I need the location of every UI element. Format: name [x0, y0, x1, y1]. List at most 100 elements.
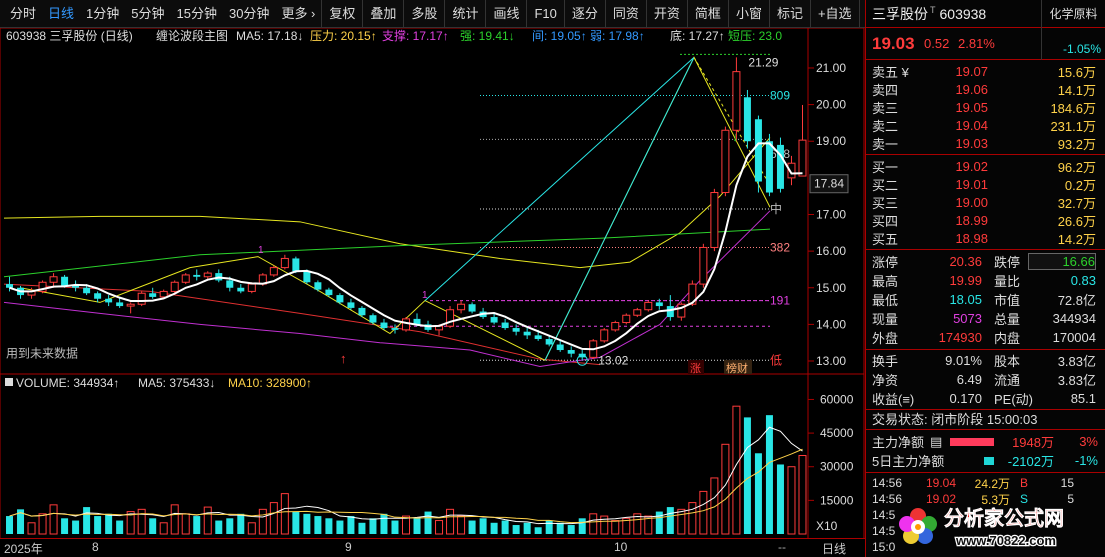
flow-table-icon[interactable]: ▤ [930, 433, 943, 449]
tick-row: 14:56 19.04 24.2万 B 15 [866, 475, 1105, 491]
period-tab-0[interactable]: 分时 [10, 5, 37, 21]
order-row[interactable]: 买一 19.02 96.2万 [866, 157, 1105, 175]
tool-button-6[interactable]: 逐分 [563, 0, 605, 28]
volume-bar [710, 477, 719, 535]
period-tab-1[interactable]: 日线 [48, 5, 75, 21]
volume-bar [83, 507, 91, 534]
volume-bar [17, 509, 25, 534]
tool-button-2[interactable]: 多股 [403, 0, 444, 28]
x-period-label[interactable]: 日线 [822, 542, 847, 556]
order-row[interactable]: 卖二 19.04 231.1万 [866, 116, 1105, 134]
tick-row: 14:5 [866, 507, 1105, 523]
volume-tick-label: 45000 [820, 426, 854, 440]
order-label: 卖一 [872, 136, 899, 152]
volume-bar [269, 502, 278, 535]
volume-ma5-line [9, 426, 803, 525]
order-row[interactable]: 卖三 19.05 184.6万 [866, 98, 1105, 116]
volume-bar [534, 527, 542, 534]
order-price: 19.07 [955, 63, 988, 79]
candle-body [226, 280, 234, 288]
legend-item: 缠论波段主图 [156, 28, 228, 43]
tick-count: 15 [1060, 476, 1074, 490]
flow-key: 5日主力净额 [872, 454, 945, 469]
tool-button-4[interactable]: 画线 [485, 0, 526, 28]
tool-button-3[interactable]: 统计 [444, 0, 485, 28]
tool-button-12[interactable]: +自选 [809, 0, 859, 28]
order-label: 买五 [872, 231, 899, 247]
order-row[interactable]: 卖一 19.03 93.2万 [866, 134, 1105, 152]
wave-point-label: 1 [422, 290, 428, 301]
period-tab-6[interactable]: 更多 › [281, 5, 316, 21]
order-price: 19.06 [955, 81, 988, 97]
price-tick-label: 19.00 [816, 134, 846, 148]
order-row[interactable]: 买五 18.98 14.2万 [866, 229, 1105, 247]
candle-body [688, 283, 697, 305]
low-marker [576, 354, 588, 366]
stat-row: 净资 6.49 流通 3.83亿 [866, 370, 1105, 389]
info-icon[interactable]: T [930, 4, 936, 15]
volume-bar [721, 443, 730, 535]
bangcai-tag-bg [724, 360, 752, 374]
tool-button-1[interactable]: 叠加 [362, 0, 403, 28]
volume-bar [699, 490, 708, 535]
order-row[interactable]: 买二 19.01 0.2万 [866, 175, 1105, 193]
period-tab-3[interactable]: 5分钟 [131, 5, 165, 21]
tick-side: B [1019, 476, 1028, 490]
legend-item: 支撑: 17.17↑ [382, 28, 449, 43]
volume-bar [94, 516, 102, 534]
legend-item: 短压: 23.0 [728, 29, 782, 43]
tool-button-9[interactable]: 简框 [686, 0, 728, 28]
candle-body [170, 281, 179, 292]
high-price-label: 21.29 [748, 55, 778, 69]
tool-button-0[interactable]: 复权 [321, 0, 362, 28]
candle-body [776, 144, 784, 189]
industry-button[interactable]: 化学原料 [1041, 0, 1105, 28]
kline-chart[interactable]: 21.00 20.00 19.00 17.00 16.00 15.00 14.00 13.00… [0, 28, 865, 540]
stat-value-2: 344934 [1052, 311, 1096, 326]
tool-button-7[interactable]: 同资 [604, 0, 646, 28]
order-price: 18.98 [955, 230, 988, 246]
volume-legend-item: MA10: 328900↑ [228, 376, 312, 390]
stat-value-2: 16.66 [1028, 253, 1096, 270]
order-row[interactable]: 买四 18.99 26.6万 [866, 211, 1105, 229]
ranking-tag: 榜财 [726, 361, 748, 375]
volume-bar [512, 525, 520, 534]
price-tick-label: 14.00 [816, 317, 846, 331]
tool-button-10[interactable]: 小窗 [727, 0, 769, 28]
buy-arrow-icon: ↑ [340, 351, 347, 366]
candle-body [61, 276, 69, 286]
candle-body [358, 307, 366, 316]
stat-key-2: 总量 [994, 312, 1021, 327]
tool-button-11[interactable]: 标记 [768, 0, 810, 28]
volume-bar [611, 520, 620, 535]
fib-label: 191 [770, 294, 790, 308]
volume-bar [258, 508, 267, 535]
order-price: 19.05 [955, 99, 988, 115]
period-tab-4[interactable]: 15分钟 [176, 5, 217, 21]
stat-row: 换手 9.01% 股本 3.83亿 [866, 351, 1105, 370]
price-tick-label: 20.00 [816, 98, 846, 112]
order-volume: 0.2万 [1064, 177, 1096, 193]
candle-body [567, 350, 575, 354]
x-scroll-minus[interactable]: -- [778, 540, 786, 554]
order-volume: 184.6万 [1050, 100, 1096, 116]
period-tab-5[interactable]: 30分钟 [228, 5, 270, 21]
volume-bar [413, 518, 421, 534]
tool-button-8[interactable]: 开资 [645, 0, 687, 28]
order-row[interactable]: 卖五 ¥ 19.07 15.6万 [866, 62, 1105, 80]
period-tab-2[interactable]: 1分钟 [86, 5, 120, 21]
flower-icon [899, 508, 937, 544]
candle-body [126, 303, 135, 307]
order-row[interactable]: 卖四 19.06 14.1万 [866, 80, 1105, 98]
volume-bar [215, 520, 223, 534]
volume-bar [72, 520, 80, 534]
candle-body [72, 285, 80, 288]
volume-pane-frame [0, 373, 865, 540]
order-volume: 96.2万 [1057, 159, 1096, 175]
volume-bar [479, 518, 487, 534]
order-row[interactable]: 买三 19.00 32.7万 [866, 193, 1105, 211]
tool-button-5[interactable]: F10 [526, 0, 563, 28]
stat-row: 涨停 20.36 跌停 16.66 [866, 252, 1105, 271]
tick-list: 14:56 19.04 24.2万 B 15 14:56 19.02 5.3万 S 5 14:5 14… [866, 473, 1105, 557]
